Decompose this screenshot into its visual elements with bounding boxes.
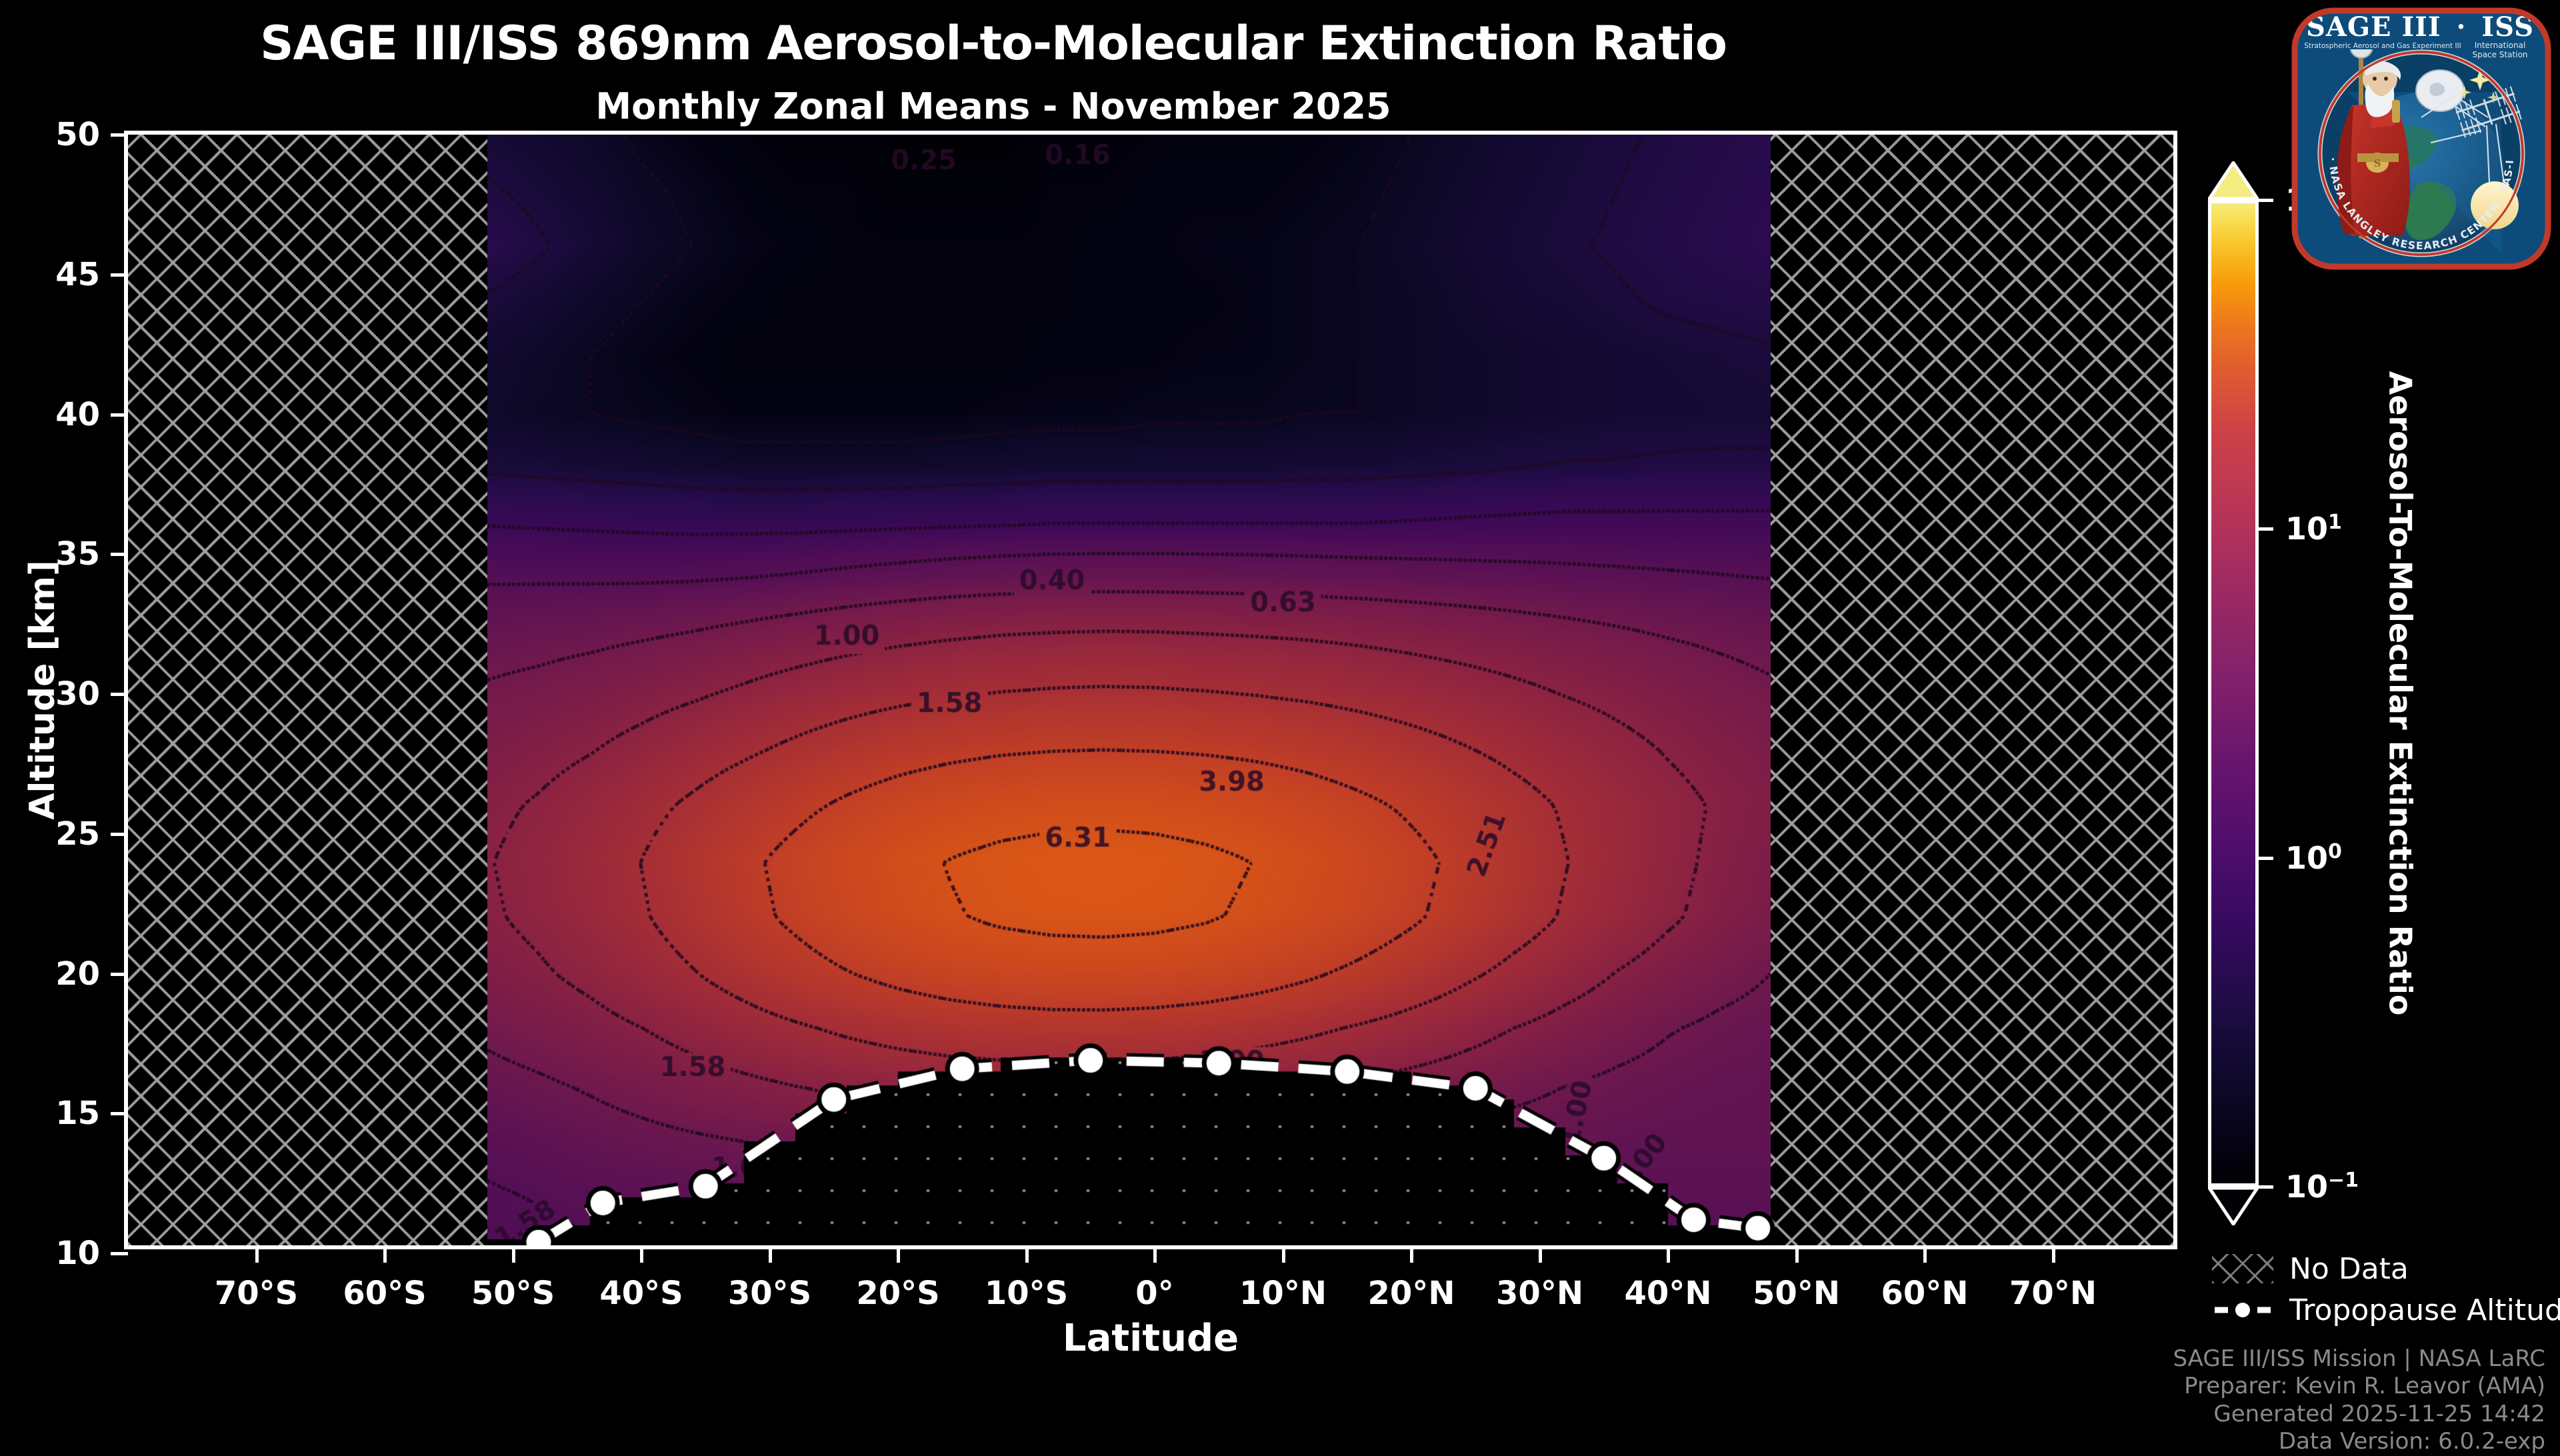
x-axis-tick [1923, 1245, 1927, 1263]
y-axis-tick-label: 35 [55, 535, 100, 573]
y-axis-tick [111, 133, 128, 137]
colorbar-tick [2259, 1185, 2273, 1189]
x-axis-tick-label: 10°N [1239, 1275, 1327, 1312]
x-axis-tick [1410, 1245, 1413, 1263]
y-axis-tick [111, 413, 128, 417]
y-axis-tick-label: 50 [55, 116, 100, 153]
colorbar-title: Aerosol-To-Molecular Extinction Ratio [2382, 371, 2418, 1016]
x-axis-tick-label: 30°S [727, 1275, 812, 1312]
x-axis-tick-label: 10°S [984, 1275, 1069, 1312]
x-axis-tick-label: 70°S [214, 1275, 299, 1312]
x-axis-tick-label: 60°S [343, 1275, 427, 1312]
colorbar-extend-min-arrow [2208, 1187, 2259, 1225]
colorbar-tick [2259, 199, 2273, 202]
footer-line-mission: SAGE III/ISS Mission | NASA LaRC [2173, 1345, 2545, 1372]
footer-line-preparer: Preparer: Kevin R. Leavor (AMA) [2184, 1373, 2545, 1400]
x-axis-tick [1667, 1245, 1670, 1263]
x-axis-tick [383, 1245, 387, 1263]
y-axis-tick-label: 30 [55, 675, 100, 713]
legend-label-tropopause: Tropopause Altitude [2289, 1293, 2560, 1327]
x-axis-tick-label: 50°S [471, 1275, 555, 1312]
legend-item-no-data[interactable]: No Data [2212, 1248, 2545, 1289]
x-axis-label: Latitude [1062, 1317, 1239, 1360]
colorbar-tick [2259, 856, 2273, 860]
y-axis-tick-label: 20 [55, 955, 100, 993]
logo-mission-text: SAGE III [2306, 11, 2441, 43]
legend-item-tropopause[interactable]: Tropopause Altitude [2212, 1289, 2560, 1331]
y-axis-tick-label: 25 [55, 815, 100, 853]
x-axis-tick [768, 1245, 772, 1263]
x-axis-tick-label: 70°N [2009, 1275, 2097, 1312]
footer-line-version: Data Version: 6.0.2-exp [2278, 1428, 2545, 1455]
x-axis-tick [2051, 1245, 2055, 1263]
page-subtitle: Monthly Zonal Means - November 2025 [595, 85, 1391, 127]
y-axis-tick-label: 10 [55, 1235, 100, 1272]
y-axis-tick [111, 972, 128, 976]
colorbar-tick [2259, 527, 2273, 531]
y-axis-tick [111, 553, 128, 557]
svg-text:SAGE III · ISS: SAGE III · ISS [2306, 11, 2534, 43]
dashed-line-marker-icon [2212, 1295, 2273, 1325]
legend-label-no-data: No Data [2289, 1251, 2409, 1286]
tropopause-altitude-line [128, 135, 2173, 1245]
x-axis-tick-label: 40°S [599, 1275, 683, 1312]
logo-mission-subtitle: Stratospheric Aerosol and Gas Experiment… [2304, 42, 2461, 50]
y-axis-label: Altitude [km] [23, 560, 63, 820]
plot-inner [128, 135, 2173, 1245]
x-axis-tick [255, 1245, 259, 1263]
x-axis-tick [511, 1245, 515, 1263]
colorbar-tick-label: 101 [2285, 511, 2342, 547]
footer-line-generated: Generated 2025-11-25 14:42 [2213, 1400, 2545, 1427]
colorbar-tick-label: 100 [2285, 839, 2342, 876]
x-axis-tick [1281, 1245, 1285, 1263]
y-axis-tick [111, 273, 128, 277]
x-axis-tick [1153, 1245, 1157, 1263]
x-axis-tick-label: 20°S [856, 1275, 940, 1312]
footer-credits: SAGE III/ISS Mission | NASA LaRC Prepare… [1972, 1345, 2545, 1456]
x-axis-tick-label: 60°N [1881, 1275, 1969, 1312]
x-axis-tick-label: 50°N [1753, 1275, 1840, 1312]
x-axis-tick-label: 30°N [1496, 1275, 1583, 1312]
x-axis-tick-label: 0° [1135, 1275, 1174, 1312]
x-axis-tick-label: 20°N [1367, 1275, 1455, 1312]
y-axis-tick-label: 45 [55, 255, 100, 293]
page-title: SAGE III/ISS 869nm Aerosol-to-Molecular … [260, 16, 1727, 71]
colorbar-tick-label: 10−1 [2285, 1168, 2359, 1205]
colorbar-extend-max-arrow [2208, 161, 2259, 200]
legend: No Data Tropopause Altitude [2212, 1248, 2560, 1331]
hatch-swatch-icon [2212, 1254, 2273, 1283]
y-axis-tick [111, 1112, 128, 1116]
y-axis-tick [111, 693, 128, 696]
y-axis-tick [111, 832, 128, 836]
logo-platform-subtitle-1: International [2475, 41, 2526, 50]
x-axis-tick [640, 1245, 643, 1263]
y-axis-tick-label: 40 [55, 395, 100, 433]
colorbar-gradient [2208, 200, 2259, 1187]
x-axis-tick [1025, 1245, 1029, 1263]
logo-platform-subtitle-2: Space Station [2472, 50, 2527, 59]
y-axis-tick [111, 1252, 128, 1255]
x-axis-tick-label: 40°N [1624, 1275, 1712, 1312]
y-axis-tick-label: 15 [55, 1095, 100, 1133]
x-axis-tick [1538, 1245, 1542, 1263]
plot-axes[interactable]: 10 15 20 25 30 35 40 45 50 70°S 60°S 50°S 40°S 30°S 2… [55, 116, 2177, 1312]
svg-text:S: S [2374, 157, 2381, 169]
colorbar[interactable]: 10210110010−1 [2208, 161, 2359, 1225]
logo-separator-dot: · [2457, 11, 2467, 43]
sage-iii-iss-mission-patch-logo: S BALL · NASA LANGLEY RESEARCH CENTER · … [2288, 5, 2555, 272]
x-axis-tick [1795, 1245, 1799, 1263]
x-axis-tick [897, 1245, 900, 1263]
